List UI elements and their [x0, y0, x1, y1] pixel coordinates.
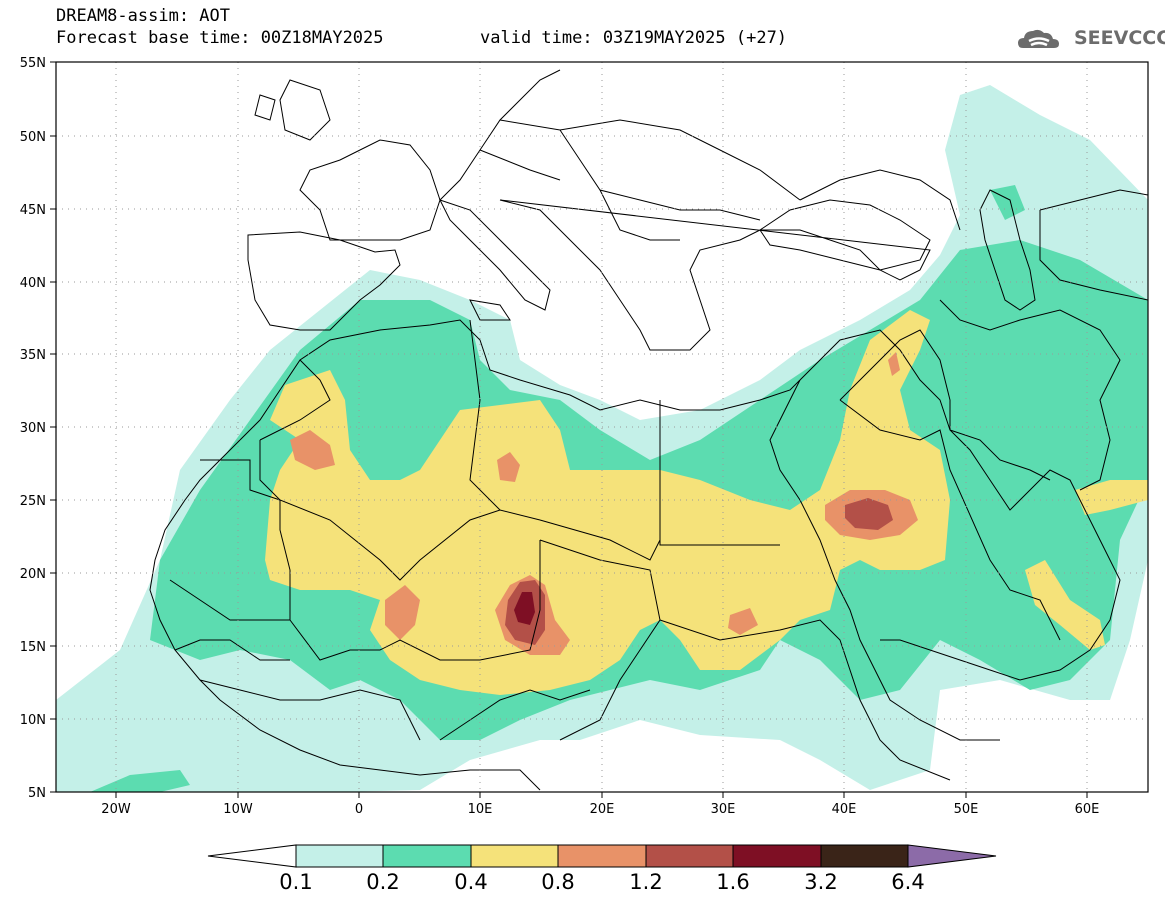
aot-level-1.2-b — [845, 498, 893, 530]
lat-label: 55N — [20, 56, 46, 71]
lon-label: 20W — [101, 802, 131, 817]
aot-level-0.8-c — [385, 585, 420, 640]
coastline-italy — [439, 199, 551, 321]
lat-label: 10N — [20, 713, 46, 728]
lon-label: 10E — [468, 802, 493, 817]
colorbar-label: 0.1 — [279, 870, 313, 894]
colorbar-swatch — [470, 844, 559, 868]
axis-ticks — [50, 61, 1088, 798]
lat-label: 25N — [20, 494, 46, 509]
longitude-labels: 20W 10W 0 10E 20E 30E 40E 50E 60E — [101, 802, 1099, 817]
colorbar-label: 1.2 — [629, 870, 663, 894]
coastline-red-sea — [769, 379, 1000, 741]
colorbar-swatch — [645, 844, 734, 868]
coastline-france-uk — [254, 79, 441, 241]
valid-time: valid time: 03Z19MAY2025 (+27) — [480, 28, 788, 48]
colorbar — [207, 844, 997, 868]
colorbar-swatch — [732, 844, 822, 868]
lat-label: 30N — [20, 421, 46, 436]
colorbar-swatch — [820, 844, 909, 868]
colorbar-high-arrow — [907, 844, 997, 868]
colorbar-label: 0.4 — [454, 870, 488, 894]
colorbar-label: 0.8 — [541, 870, 575, 894]
aot-level-0.2-east — [990, 185, 1025, 220]
colorbar-swatch — [382, 844, 472, 868]
border-sudan — [659, 619, 951, 781]
coastline-iberia — [247, 231, 401, 331]
colorbar-swatch — [557, 844, 647, 868]
forecast-base-time: Forecast base time: 00Z18MAY2025 — [56, 28, 384, 48]
lat-label: 20N — [20, 567, 46, 582]
seevccc-logo-text: SEEVCCC — [1074, 27, 1165, 49]
lon-label: 40E — [832, 802, 857, 817]
colorbar-label: 6.4 — [891, 870, 925, 894]
aot-level-0.8-e — [728, 608, 758, 635]
aot-level-0.2-sw — [90, 770, 190, 792]
colorbar-low-arrow — [207, 844, 297, 868]
aot-level-0.4 — [265, 310, 950, 695]
lat-label: 40N — [20, 276, 46, 291]
border-mauritania — [169, 459, 291, 621]
aot-field — [56, 85, 1148, 792]
border-egypt-sudan — [659, 400, 780, 546]
coastline-caspian — [979, 189, 1036, 311]
lat-label: 5N — [28, 786, 46, 801]
lon-label: 60E — [1075, 802, 1100, 817]
lat-label: 50N — [20, 130, 46, 145]
coastline-arabia — [799, 329, 1121, 681]
colorbar-swatch — [295, 844, 384, 868]
border-saudi — [839, 399, 1061, 641]
title-line-1: DREAM8-assim: AOT — [56, 6, 230, 26]
latitude-labels: 55N 50N 45N 40N 35N 30N 25N 20N 15N 10N … — [20, 56, 46, 801]
colorbar-label: 1.6 — [716, 870, 750, 894]
coastline-black-sea — [759, 199, 931, 271]
lon-label: 20E — [590, 802, 615, 817]
aot-level-1.6 — [514, 592, 535, 625]
aot-level-0.4-arabian — [1025, 560, 1105, 650]
coastline-gulf — [949, 429, 1051, 481]
aot-level-0.8-g — [888, 352, 900, 376]
coastline-balkans — [499, 199, 931, 351]
lon-label: 10W — [223, 802, 253, 817]
lon-label: 0 — [355, 802, 363, 817]
lat-label: 35N — [20, 348, 46, 363]
border-europe-inner — [439, 69, 801, 241]
grid-lines — [56, 62, 1148, 792]
border-chad — [539, 539, 661, 741]
border-algeria-mali — [259, 440, 541, 581]
lat-label: 15N — [20, 640, 46, 655]
border-mali-niger — [289, 540, 541, 661]
border-iraq — [839, 329, 951, 430]
lon-label: 30E — [711, 802, 736, 817]
aot-level-0.8-a — [290, 430, 335, 470]
aot-level-0.8-b — [497, 452, 520, 482]
country-borders — [149, 69, 1148, 791]
lon-label: 50E — [954, 802, 979, 817]
colorbar-label: 0.2 — [366, 870, 400, 894]
border-east — [799, 169, 1148, 301]
cloud-logo-icon — [1018, 29, 1059, 48]
border-iran — [939, 299, 1121, 491]
border-west-africa-inner — [174, 639, 591, 741]
border-morocco-algeria — [259, 359, 331, 441]
lat-label: 45N — [20, 203, 46, 218]
aot-level-0.4-iran — [1075, 480, 1148, 515]
colorbar-label: 3.2 — [804, 870, 838, 894]
